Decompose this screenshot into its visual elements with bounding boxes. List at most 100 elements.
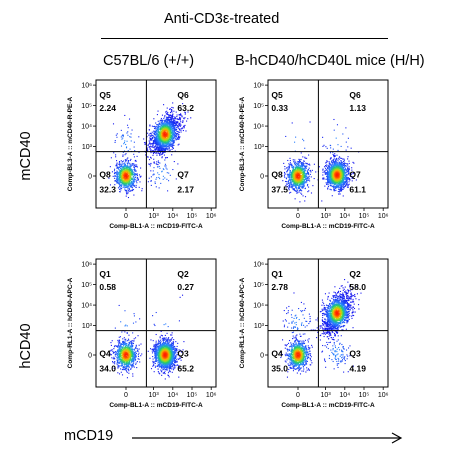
- event-dot: [343, 181, 345, 183]
- event-dot: [168, 137, 170, 139]
- event-dot: [157, 134, 159, 136]
- event-dot: [159, 126, 161, 128]
- event-dot: [127, 192, 129, 194]
- event-dot: [132, 180, 134, 183]
- event-dot: [157, 143, 160, 145]
- event-dot: [171, 131, 173, 133]
- event-dot: [289, 184, 291, 186]
- event-dot: [168, 132, 170, 134]
- event-dot: [154, 146, 156, 148]
- event-dot: [148, 159, 151, 161]
- event-dot: [116, 136, 118, 138]
- event-dot: [297, 187, 300, 189]
- event-dot: [329, 172, 331, 174]
- event-dot: [348, 167, 350, 169]
- event-dot: [163, 133, 165, 135]
- event-dot: [337, 177, 339, 179]
- event-dot: [323, 177, 325, 179]
- event-dot: [122, 134, 124, 136]
- event-dot: [158, 136, 160, 138]
- event-dot: [288, 165, 290, 167]
- event-dot: [329, 165, 331, 167]
- event-dot: [345, 179, 347, 181]
- event-dot: [118, 181, 120, 183]
- event-dot: [117, 180, 119, 182]
- event-dot: [126, 183, 128, 185]
- event-dot: [294, 141, 296, 143]
- event-dot: [290, 171, 292, 173]
- event-dot: [299, 161, 301, 163]
- event-dot: [125, 178, 127, 180]
- event-dot: [175, 128, 177, 130]
- event-dot: [155, 138, 157, 140]
- event-dot: [148, 143, 150, 145]
- event-dot: [167, 133, 169, 135]
- event-dot: [121, 168, 123, 171]
- event-dot: [304, 200, 306, 202]
- event-dot: [173, 144, 175, 146]
- event-dot: [326, 147, 328, 149]
- event-dot: [172, 144, 174, 146]
- event-dot: [164, 151, 166, 153]
- event-dot: [343, 159, 346, 161]
- event-dot: [164, 134, 166, 136]
- event-dot: [292, 177, 294, 179]
- event-dot: [168, 115, 170, 117]
- event-dot: [328, 173, 330, 175]
- event-dot: [345, 178, 347, 180]
- event-dot: [119, 174, 121, 176]
- event-dot: [332, 165, 334, 167]
- event-dot: [295, 186, 297, 188]
- event-dot: [157, 133, 159, 135]
- event-dot: [123, 184, 125, 186]
- event-dot: [170, 141, 172, 143]
- event-dot: [165, 127, 167, 129]
- event-dot: [187, 118, 189, 120]
- event-dot: [348, 168, 350, 170]
- event-dot: [305, 162, 307, 164]
- event-dot: [347, 168, 349, 170]
- event-dot: [285, 180, 287, 183]
- event-dot: [118, 179, 120, 181]
- event-dot: [134, 169, 136, 172]
- event-dot: [300, 166, 302, 168]
- event-dot: [171, 106, 173, 108]
- event-dot: [163, 117, 165, 119]
- event-dot: [179, 122, 181, 125]
- event-dot: [169, 140, 171, 142]
- event-dot: [302, 165, 304, 167]
- event-dot: [349, 174, 351, 176]
- event-dot: [167, 132, 169, 134]
- event-dot: [171, 143, 173, 145]
- event-dot: [131, 171, 133, 173]
- event-dot: [130, 136, 132, 138]
- event-dot: [300, 163, 302, 165]
- event-dot: [165, 167, 167, 169]
- event-dot: [285, 188, 287, 190]
- event-dot: [292, 188, 294, 190]
- event-dot: [180, 109, 182, 111]
- event-dot: [351, 169, 353, 171]
- event-dot: [160, 132, 162, 134]
- event-dot: [172, 107, 174, 109]
- event-dot: [158, 162, 160, 164]
- event-dot: [123, 183, 125, 185]
- event-dot: [173, 127, 175, 129]
- event-dot: [344, 175, 346, 177]
- event-dot: [304, 166, 306, 169]
- event-dot: [340, 168, 342, 170]
- event-dot: [116, 179, 118, 181]
- event-dot: [334, 183, 337, 185]
- event-dot: [181, 116, 183, 118]
- event-dot: [119, 182, 121, 184]
- event-dot: [133, 181, 135, 183]
- event-dot: [292, 175, 294, 177]
- event-dot: [181, 127, 183, 129]
- event-dot: [328, 181, 330, 183]
- event-dot: [133, 166, 135, 168]
- event-dot: [150, 145, 152, 147]
- event-dot: [158, 145, 160, 148]
- event-dot: [299, 184, 301, 186]
- event-dot: [351, 177, 353, 180]
- event-dot: [110, 157, 112, 159]
